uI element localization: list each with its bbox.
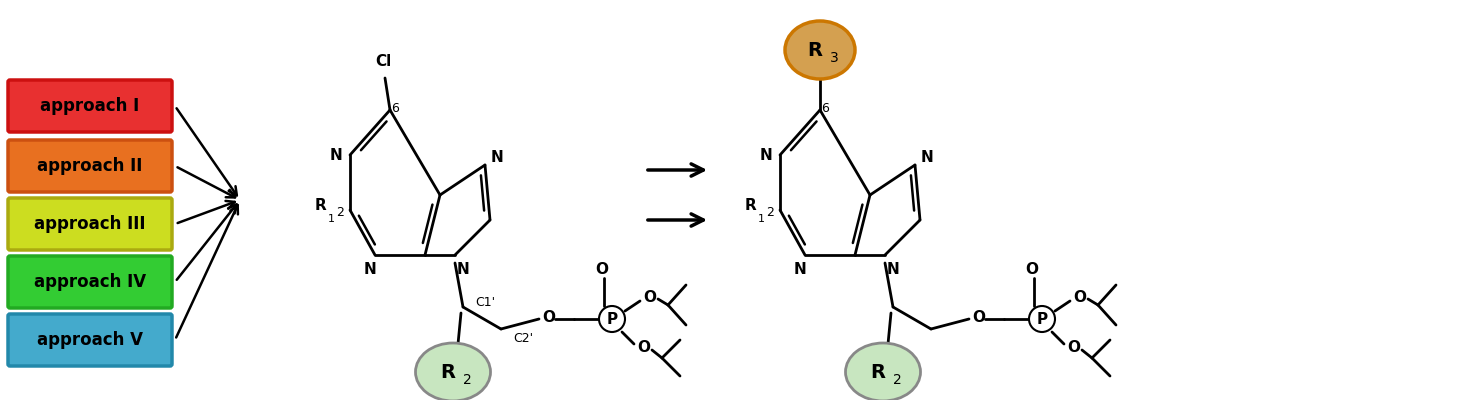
Text: 2: 2 — [462, 373, 471, 387]
Text: R: R — [314, 198, 326, 212]
Text: O: O — [638, 340, 650, 356]
Text: 6: 6 — [392, 102, 399, 114]
Text: P: P — [1037, 312, 1047, 326]
FancyBboxPatch shape — [7, 80, 172, 132]
FancyBboxPatch shape — [7, 198, 172, 250]
Text: 1: 1 — [757, 214, 764, 224]
Text: 1: 1 — [327, 214, 334, 224]
FancyBboxPatch shape — [7, 256, 172, 308]
Ellipse shape — [1028, 306, 1055, 332]
Text: N: N — [330, 148, 342, 162]
Text: approach II: approach II — [37, 157, 142, 175]
Ellipse shape — [845, 343, 920, 400]
Text: O: O — [543, 310, 556, 324]
Text: N: N — [794, 262, 807, 276]
Text: R: R — [744, 198, 756, 212]
Text: R: R — [440, 362, 455, 382]
Text: 2: 2 — [766, 206, 775, 218]
Text: 2: 2 — [892, 373, 901, 387]
FancyBboxPatch shape — [7, 140, 172, 192]
Ellipse shape — [785, 21, 855, 79]
Text: N: N — [921, 150, 933, 164]
Text: N: N — [760, 148, 772, 162]
Text: approach I: approach I — [41, 97, 139, 115]
Text: N: N — [886, 262, 899, 276]
FancyBboxPatch shape — [7, 314, 172, 366]
Text: O: O — [1074, 290, 1087, 304]
Text: R: R — [807, 40, 823, 60]
Text: approach IV: approach IV — [34, 273, 147, 291]
Text: N: N — [490, 150, 503, 164]
Text: O: O — [1068, 340, 1081, 356]
Ellipse shape — [599, 306, 625, 332]
Text: Cl: Cl — [376, 54, 392, 70]
Text: N: N — [456, 262, 469, 276]
Ellipse shape — [415, 343, 490, 400]
Text: C1': C1' — [475, 296, 494, 310]
Text: approach III: approach III — [34, 215, 145, 233]
Text: 3: 3 — [830, 51, 838, 65]
Text: approach V: approach V — [37, 331, 142, 349]
Text: 6: 6 — [822, 102, 829, 114]
Text: 2: 2 — [336, 206, 343, 218]
Text: P: P — [606, 312, 618, 326]
Text: O: O — [596, 262, 609, 278]
Text: R: R — [870, 362, 886, 382]
Text: O: O — [1025, 262, 1039, 278]
Text: N: N — [364, 262, 377, 276]
Text: O: O — [644, 290, 657, 304]
Text: C2': C2' — [513, 332, 533, 346]
Text: O: O — [973, 310, 986, 324]
